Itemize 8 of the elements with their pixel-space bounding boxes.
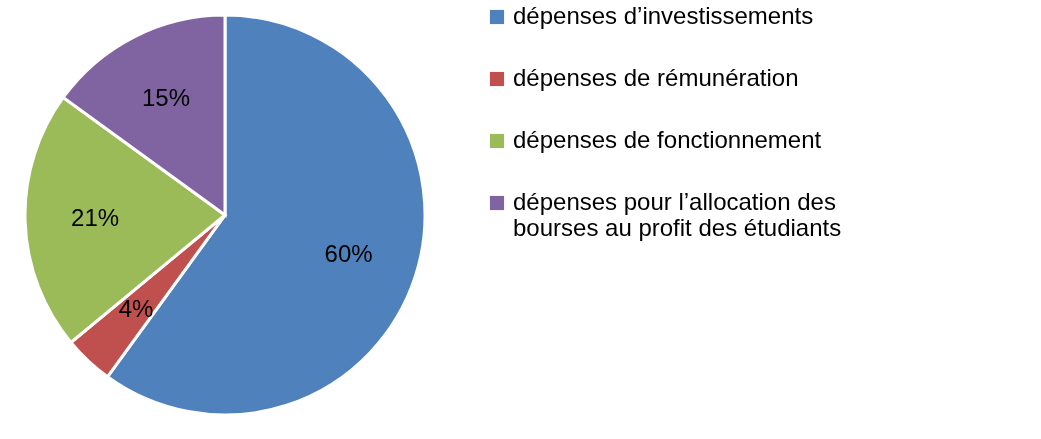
legend-label: dépenses de fonctionnement [513, 126, 822, 153]
legend-label: dépenses d’investissements [513, 2, 814, 29]
data-label: 60% [324, 240, 373, 268]
legend-label: dépenses de rémunération [513, 64, 799, 91]
data-label: 4% [118, 294, 154, 322]
legend-label: dépenses pour l’allocation des bourses au profit des étudiants [513, 188, 842, 241]
data-label: 15% [141, 84, 190, 112]
data-label: 21% [71, 204, 120, 232]
